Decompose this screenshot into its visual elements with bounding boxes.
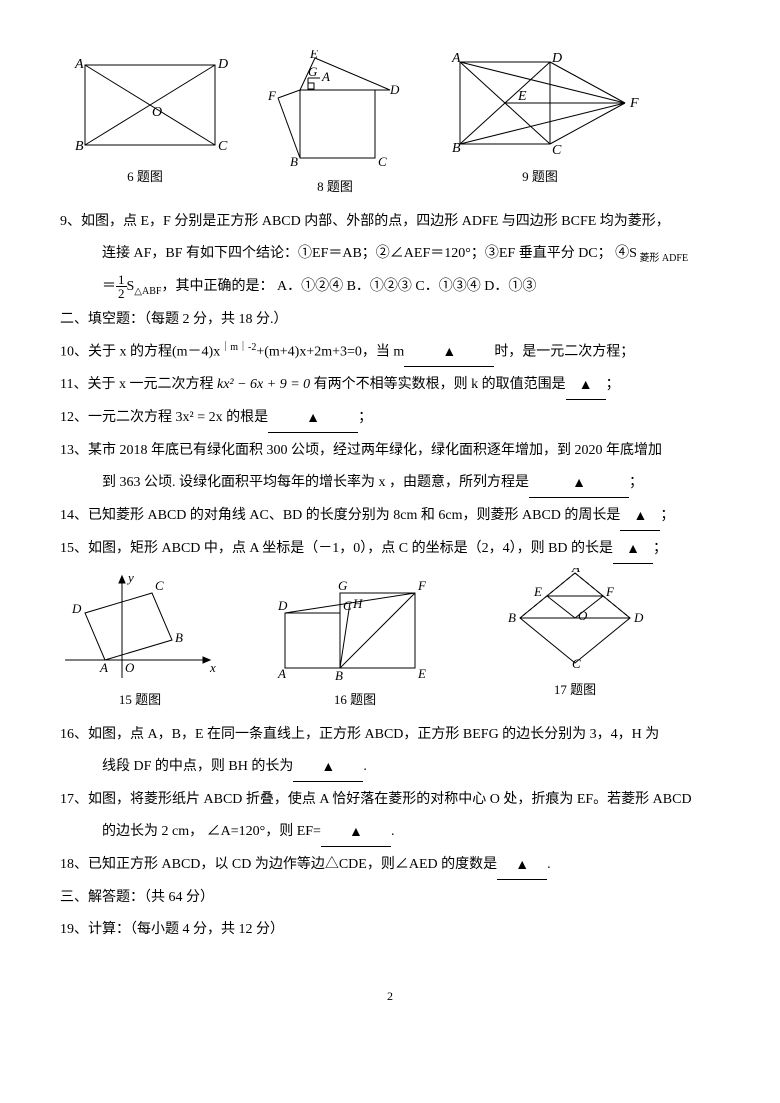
mid-figures-row: y x A O D C B 15 题图 A B E D C G F H 16 题图 (60, 568, 720, 713)
svg-text:A: A (321, 69, 330, 84)
figure-9: A D B C E F 9 题图 (440, 50, 640, 200)
svg-text:D: D (71, 601, 82, 616)
svg-text:C: C (155, 578, 164, 593)
q9-line1: 9、如图，点 E，F 分别是正方形 ABCD 内部、外部的点，四边形 ADFE … (60, 214, 670, 229)
svg-text:B: B (175, 630, 183, 645)
fig16-label: 16 题图 (270, 687, 440, 713)
blank-12: ▲ (268, 404, 358, 433)
blank-10: ▲ (404, 338, 494, 367)
question-13: 13、某市 2018 年底已有绿化面积 300 公顷，经过两年绿化，绿化面积逐年… (60, 437, 720, 465)
question-17: 17、如图，将菱形纸片 ABCD 折叠，使点 A 恰好落在菱形的对称中心 O 处… (60, 786, 720, 814)
svg-text:B: B (508, 610, 516, 625)
svg-text:D: D (389, 82, 400, 97)
blank-15: ▲ (613, 535, 653, 564)
svg-text:A: A (277, 666, 286, 681)
question-16: 16、如图，点 A，B，E 在同一条直线上，正方形 ABCD，正方形 BEFG … (60, 721, 720, 749)
fig17-svg: A B D C E F O (490, 568, 660, 673)
top-figures-row: A D B C O 6 题图 E (60, 50, 720, 200)
svg-text:D: D (277, 598, 288, 613)
question-9-line3: ＝12S△ABF，其中正确的是： A．①②④ B．①②③ C．①③④ D．①③ (60, 273, 720, 302)
svg-text:O: O (578, 608, 588, 623)
svg-text:B: B (290, 154, 298, 169)
blank-16: ▲ (293, 753, 363, 782)
svg-text:C: C (378, 154, 387, 169)
fig8-label: 8 题图 (260, 174, 410, 200)
svg-text:C: C (572, 656, 581, 671)
fig9-svg: A D B C E F (440, 50, 640, 160)
svg-text:G: G (338, 578, 348, 593)
fig15-label: 15 题图 (60, 687, 220, 713)
svg-text:E: E (533, 584, 542, 599)
question-11: 11、关于 x 一元二次方程 kx² − 6x + 9 = 0 有两个不相等实数… (60, 371, 720, 400)
fig9-label: 9 题图 (440, 164, 640, 190)
svg-text:E: E (517, 89, 527, 104)
question-15: 15、如图，矩形 ABCD 中，点 A 坐标是（－1，0），点 C 的坐标是（2… (60, 535, 720, 564)
figure-8: E GA F D B C 8 题图 (260, 50, 410, 200)
blank-13: ▲ (529, 469, 629, 498)
page-number: 2 (60, 984, 720, 1008)
svg-text:C: C (218, 139, 228, 154)
question-14: 14、已知菱形 ABCD 的对角线 AC、BD 的长度分别为 8cm 和 6cm… (60, 502, 720, 531)
svg-text:F: F (605, 584, 615, 599)
svg-text:F: F (267, 88, 277, 103)
fig15-svg: y x A O D C B (60, 568, 220, 683)
svg-text:A: A (74, 57, 84, 72)
figure-16: A B E D C G F H 16 题图 (270, 568, 440, 713)
svg-text:D: D (551, 51, 562, 66)
figure-6: A D B C O 6 题图 (60, 50, 230, 200)
question-19: 19、计算：（每小题 4 分，共 12 分） (60, 916, 720, 944)
blank-18: ▲ (497, 851, 547, 880)
question-9: 9、如图，点 E，F 分别是正方形 ABCD 内部、外部的点，四边形 ADFE … (60, 208, 720, 236)
svg-text:A: A (571, 568, 580, 575)
question-18: 18、已知正方形 ABCD，以 CD 为边作等边△CDE，则∠AED 的度数是▲… (60, 851, 720, 880)
blank-14: ▲ (620, 502, 660, 531)
fig8-svg: E GA F D B C (260, 50, 410, 170)
svg-text:y: y (126, 570, 134, 585)
svg-text:F: F (629, 96, 639, 111)
question-13-line2: 到 363 公顷. 设绿化面积平均每年的增长率为 x ，由题意，所列方程是▲； (60, 469, 720, 498)
figure-15: y x A O D C B 15 题图 (60, 568, 220, 713)
svg-text:B: B (75, 139, 84, 154)
svg-text:E: E (309, 50, 318, 61)
svg-text:D: D (217, 57, 228, 72)
fig17-label: 17 题图 (490, 677, 660, 703)
fig16-svg: A B E D C G F H (270, 568, 440, 683)
svg-text:F: F (417, 578, 427, 593)
svg-text:B: B (335, 668, 343, 683)
svg-text:H: H (352, 596, 363, 611)
svg-text:A: A (99, 660, 108, 675)
svg-text:C: C (552, 143, 562, 158)
section-3-heading: 三、解答题：（共 64 分） (60, 884, 720, 912)
svg-text:G: G (308, 64, 318, 79)
svg-text:E: E (417, 666, 426, 681)
svg-text:D: D (633, 610, 644, 625)
svg-text:x: x (209, 660, 216, 675)
svg-text:O: O (152, 105, 162, 120)
question-10: 10、关于 x 的方程(m－4)x｜m｜-2+(m+4)x+2m+3=0，当 m… (60, 338, 720, 368)
question-17-line2: 的边长为 2 cm， ∠A=120°，则 EF=▲. (60, 818, 720, 847)
fig6-svg: A D B C O (60, 50, 230, 160)
question-12: 12、一元二次方程 3x² = 2x 的根是▲； (60, 404, 720, 433)
blank-11: ▲ (566, 371, 606, 400)
question-9-line2: 连接 AF，BF 有如下四个结论：①EF＝AB；②∠AEF＝120°；③EF 垂… (60, 240, 720, 269)
svg-text:A: A (451, 51, 461, 66)
svg-text:B: B (452, 141, 461, 156)
figure-17: A B D C E F O 17 题图 (490, 568, 660, 713)
section-2-heading: 二、填空题：（每题 2 分，共 18 分.） (60, 306, 720, 334)
blank-17: ▲ (321, 818, 391, 847)
svg-text:O: O (125, 660, 135, 675)
svg-text:C: C (343, 598, 352, 613)
fig6-label: 6 题图 (60, 164, 230, 190)
question-16-line2: 线段 DF 的中点，则 BH 的长为▲. (60, 753, 720, 782)
